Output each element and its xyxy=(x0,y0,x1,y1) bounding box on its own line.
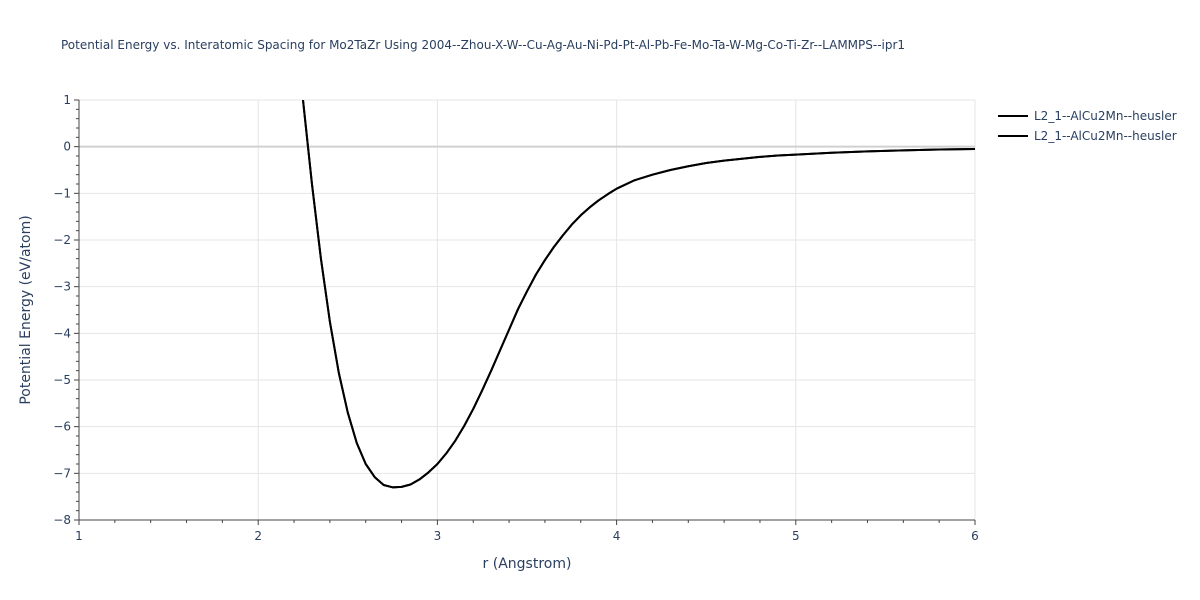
axes: 1 2 3 4 5 6 1 0 −1 −2 −3 −4 −5 −6 −7 −8 xyxy=(53,93,979,543)
legend-label: L2_1--AlCu2Mn--heusler xyxy=(1034,129,1177,143)
legend-line-icon xyxy=(998,135,1028,137)
legend-item[interactable]: L2_1--AlCu2Mn--heusler xyxy=(998,126,1177,146)
legend-line-icon xyxy=(998,115,1028,117)
y-tick-label: 0 xyxy=(63,140,71,154)
x-tick-label: 6 xyxy=(971,529,979,543)
y-tick-label: −2 xyxy=(53,233,71,247)
legend: L2_1--AlCu2Mn--heusler L2_1--AlCu2Mn--he… xyxy=(998,106,1177,146)
y-tick-label: −7 xyxy=(53,466,71,480)
y-tick-label: 1 xyxy=(63,93,71,107)
x-tick-label: 1 xyxy=(75,529,83,543)
y-axis-title: Potential Energy (eV/atom) xyxy=(18,215,34,404)
y-tick-label: −6 xyxy=(53,420,71,434)
series-line[interactable] xyxy=(302,100,975,489)
x-tick-label: 4 xyxy=(613,529,621,543)
x-axis-title: r (Angstrom) xyxy=(483,556,572,572)
x-tick-label: 5 xyxy=(792,529,800,543)
legend-label: L2_1--AlCu2Mn--heusler xyxy=(1034,109,1177,123)
chart-title: Potential Energy vs. Interatomic Spacing… xyxy=(61,38,906,52)
y-tick-label: −4 xyxy=(53,326,71,340)
y-tick-label: −1 xyxy=(53,186,71,200)
x-tick-label: 3 xyxy=(434,529,442,543)
y-tick-label: −5 xyxy=(53,373,71,387)
legend-item[interactable]: L2_1--AlCu2Mn--heusler xyxy=(998,106,1177,126)
series-line[interactable] xyxy=(302,100,975,489)
series-layer xyxy=(302,100,975,489)
y-tick-label: −3 xyxy=(53,280,71,294)
grid xyxy=(79,99,976,520)
x-tick-label: 2 xyxy=(254,529,262,543)
y-tick-label: −8 xyxy=(53,513,71,527)
